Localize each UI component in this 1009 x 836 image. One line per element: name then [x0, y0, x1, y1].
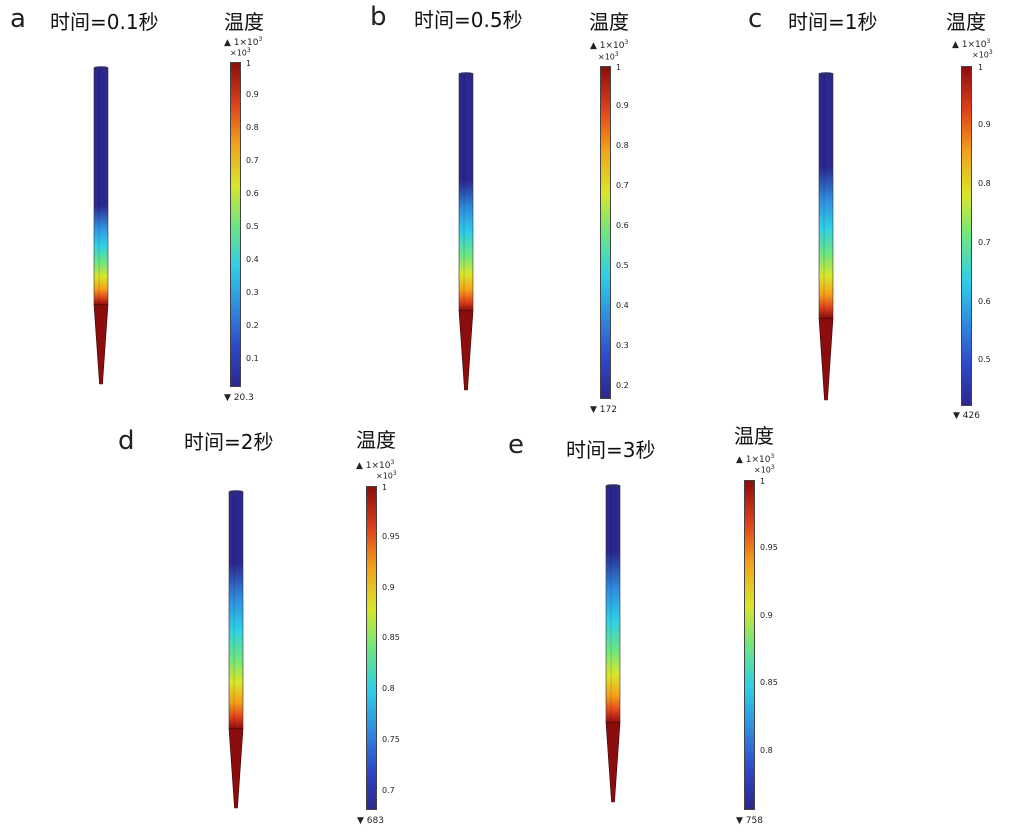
probe-cylinder	[458, 73, 474, 312]
colorbar-tick-label: 0.4	[246, 254, 259, 264]
colorbar-tick-label: 0.9	[760, 610, 773, 620]
panel-letter: a	[10, 4, 26, 34]
panel-title: 时间=3秒	[566, 438, 656, 462]
probe-cylinder	[93, 67, 109, 306]
colorbar-tick-label: 0.8	[616, 140, 629, 150]
colorbar	[961, 66, 972, 406]
colorbar-tick-label: 0.6	[246, 188, 259, 198]
colorbar-tick-label: 0.3	[246, 287, 259, 297]
colorbar-min-label: ▼ 758	[736, 816, 763, 826]
colorbar-multiplier: ×103	[376, 470, 397, 481]
probe-rod	[605, 484, 621, 803]
probe-top-cap	[228, 490, 244, 494]
panel-letter: c	[748, 4, 763, 34]
colorbar-tick-label: 0.8	[382, 684, 395, 694]
colorbar-multiplier: ×103	[598, 51, 619, 62]
colorbar-multiplier: ×103	[972, 49, 993, 60]
panel-e: e 时间=3秒 温度 ▲ 1×103 ×103 ▼ 758 1 0.95 0.9 0.…	[490, 420, 870, 836]
colorbar-tick-label: 0.2	[616, 380, 629, 390]
colorbar-min-label: ▼ 683	[357, 816, 384, 826]
probe-rod	[228, 490, 244, 809]
colorbar-tick-label: 0.75	[382, 734, 400, 744]
colorbar-tick-label: 0.4	[616, 300, 629, 310]
colorbar-tick-label: 0.8	[978, 178, 991, 188]
colorbar-min-label: ▼ 20.3	[224, 393, 254, 403]
colorbar-tick-label: 0.95	[382, 531, 400, 541]
colorbar-max-label: ▲ 1×103	[736, 453, 775, 465]
colorbar-tick-label: 0.7	[616, 180, 629, 190]
panel-title: 时间=0.5秒	[414, 8, 523, 32]
panel-letter: e	[508, 430, 524, 460]
colorbar-max-label: ▲ 1×103	[356, 459, 395, 471]
colorbar-tick-label: 0.7	[246, 155, 259, 165]
colorbar-title: 温度	[356, 428, 396, 452]
colorbar-tick-label: 0.7	[978, 237, 991, 247]
colorbar-tick-label: 0.8	[246, 122, 259, 132]
colorbar-min-label: ▼ 172	[590, 405, 617, 415]
probe-rod	[458, 72, 474, 391]
probe-cylinder	[228, 491, 244, 730]
probe-tip	[458, 310, 474, 391]
panel-letter: d	[118, 426, 135, 456]
colorbar-tick-label: 1	[760, 477, 766, 486]
colorbar-tick-label: 0.9	[978, 119, 991, 129]
probe-tip	[818, 317, 834, 401]
colorbar-tick-label: 1	[978, 63, 984, 72]
colorbar-min-label: ▼ 426	[953, 411, 980, 421]
colorbar-multiplier: ×103	[754, 464, 775, 475]
probe-top-cap	[605, 484, 621, 488]
probe-rod	[93, 66, 109, 385]
colorbar-tick-label: 1	[616, 63, 622, 72]
colorbar-tick-label: 0.85	[760, 678, 778, 688]
colorbar-tick-label: 1	[246, 59, 252, 68]
probe-tip	[93, 304, 109, 385]
colorbar-tick-label: 0.6	[978, 296, 991, 306]
colorbar	[744, 480, 755, 810]
panel-c: c 时间=1秒 温度 ▲ 1×103 ×103 ▼ 426 1 0.9 0.8 0.7…	[740, 0, 1009, 430]
panel-title: 时间=2秒	[184, 430, 274, 454]
colorbar-tick-label: 0.9	[246, 89, 259, 99]
panel-a: a 时间=0.1秒 温度 ▲ 1×103 ×103 ▼ 20.3 1 0.9 0.8…	[0, 0, 330, 410]
colorbar	[600, 66, 611, 399]
panel-title: 时间=1秒	[788, 10, 878, 34]
colorbar-multiplier: ×103	[230, 47, 251, 58]
colorbar-max-label: ▲ 1×103	[590, 39, 629, 51]
colorbar-tick-label: 0.9	[382, 582, 395, 592]
probe-top-cap	[93, 66, 109, 70]
colorbar	[230, 62, 241, 387]
colorbar-tick-label: 0.85	[382, 633, 400, 643]
colorbar-tick-label: 0.5	[978, 355, 991, 365]
colorbar-tick-label: 0.9	[616, 100, 629, 110]
colorbar-tick-label: 0.7	[382, 785, 395, 795]
colorbar-tick-label: 1	[382, 483, 388, 492]
probe-rod	[818, 72, 834, 401]
panel-d: d 时间=2秒 温度 ▲ 1×103 ×103 ▼ 683 1 0.95 0.9 0.…	[0, 420, 460, 836]
probe-top-cap	[818, 72, 834, 76]
panel-letter: b	[370, 2, 387, 32]
colorbar	[366, 486, 377, 810]
probe-cylinder	[605, 485, 621, 724]
colorbar-tick-label: 0.6	[616, 220, 629, 230]
colorbar-tick-label: 0.1	[246, 353, 259, 363]
probe-top-cap	[458, 72, 474, 76]
colorbar-title: 温度	[946, 10, 986, 34]
colorbar-tick-label: 0.3	[616, 340, 629, 350]
probe-tip	[228, 728, 244, 809]
probe-tip	[605, 722, 621, 803]
colorbar-tick-label: 0.2	[246, 320, 259, 330]
colorbar-title: 温度	[224, 10, 264, 34]
panel-title: 时间=0.1秒	[50, 10, 159, 34]
probe-cylinder	[818, 73, 834, 319]
colorbar-max-label: ▲ 1×103	[952, 38, 991, 50]
colorbar-tick-label: 0.5	[616, 260, 629, 270]
colorbar-max-label: ▲ 1×103	[224, 36, 263, 48]
colorbar-tick-label: 0.95	[760, 542, 778, 552]
panel-b: b 时间=0.5秒 温度 ▲ 1×103 ×103 ▼ 172 1 0.9 0.8 0…	[360, 0, 690, 420]
colorbar-title: 温度	[589, 10, 629, 34]
colorbar-tick-label: 0.5	[246, 221, 259, 231]
colorbar-tick-label: 0.8	[760, 746, 773, 756]
colorbar-title: 温度	[734, 424, 774, 448]
